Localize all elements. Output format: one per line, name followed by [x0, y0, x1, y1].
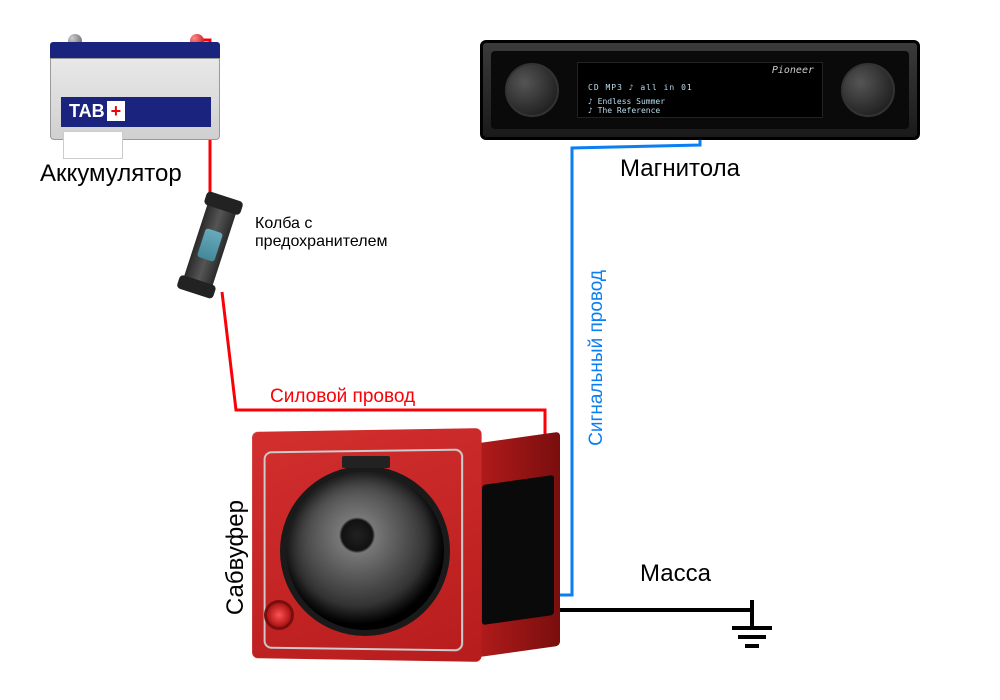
- ground-label: Масса: [640, 560, 711, 588]
- fuse-cap-top: [203, 191, 243, 216]
- battery-brand-plus-icon: +: [107, 101, 126, 121]
- battery-sticker: [63, 131, 123, 159]
- headunit-display-line1: CD MP3 ♪ all in 01: [588, 83, 693, 92]
- headunit-face: Pioneer CD MP3 ♪ all in 01 ♪ Endless Sum…: [491, 51, 909, 129]
- battery-label: Аккумулятор: [40, 160, 182, 188]
- signal-wire-label: Сигнальный провод: [586, 270, 608, 446]
- signal-wire: [555, 140, 700, 595]
- fuse-holder-component: [172, 194, 247, 295]
- subwoofer-component: [250, 430, 560, 660]
- headunit-display: Pioneer CD MP3 ♪ all in 01 ♪ Endless Sum…: [577, 62, 823, 118]
- headunit-label: Магнитола: [620, 155, 740, 183]
- headunit-display-line2: ♪ Endless Summer ♪ The Reference: [588, 97, 665, 115]
- battery-component: TAB+: [50, 30, 220, 140]
- headunit-component: Pioneer CD MP3 ♪ all in 01 ♪ Endless Sum…: [480, 40, 920, 140]
- ground-symbol-icon: [732, 600, 772, 646]
- amplifier-panel: [482, 475, 554, 625]
- fuse-window-icon: [197, 228, 223, 262]
- battery-brand-label: TAB+: [61, 97, 211, 127]
- fuse-body: [182, 198, 238, 293]
- headunit-brand: Pioneer: [772, 65, 814, 76]
- battery-body: TAB+: [50, 58, 220, 140]
- subwoofer-label: Сабвуфер: [222, 500, 250, 615]
- battery-brand-text: TAB: [69, 101, 105, 121]
- speaker-cone-icon: [280, 466, 450, 636]
- power-wire-label: Силовой провод: [270, 386, 415, 408]
- volume-knob-icon: [505, 63, 559, 117]
- fuse-label: Колба с предохранителем: [255, 215, 387, 251]
- subwoofer-badge: [342, 456, 390, 468]
- subwoofer-port-icon: [264, 600, 294, 630]
- fuse-cap-bottom: [176, 274, 216, 299]
- tune-knob-icon: [841, 63, 895, 117]
